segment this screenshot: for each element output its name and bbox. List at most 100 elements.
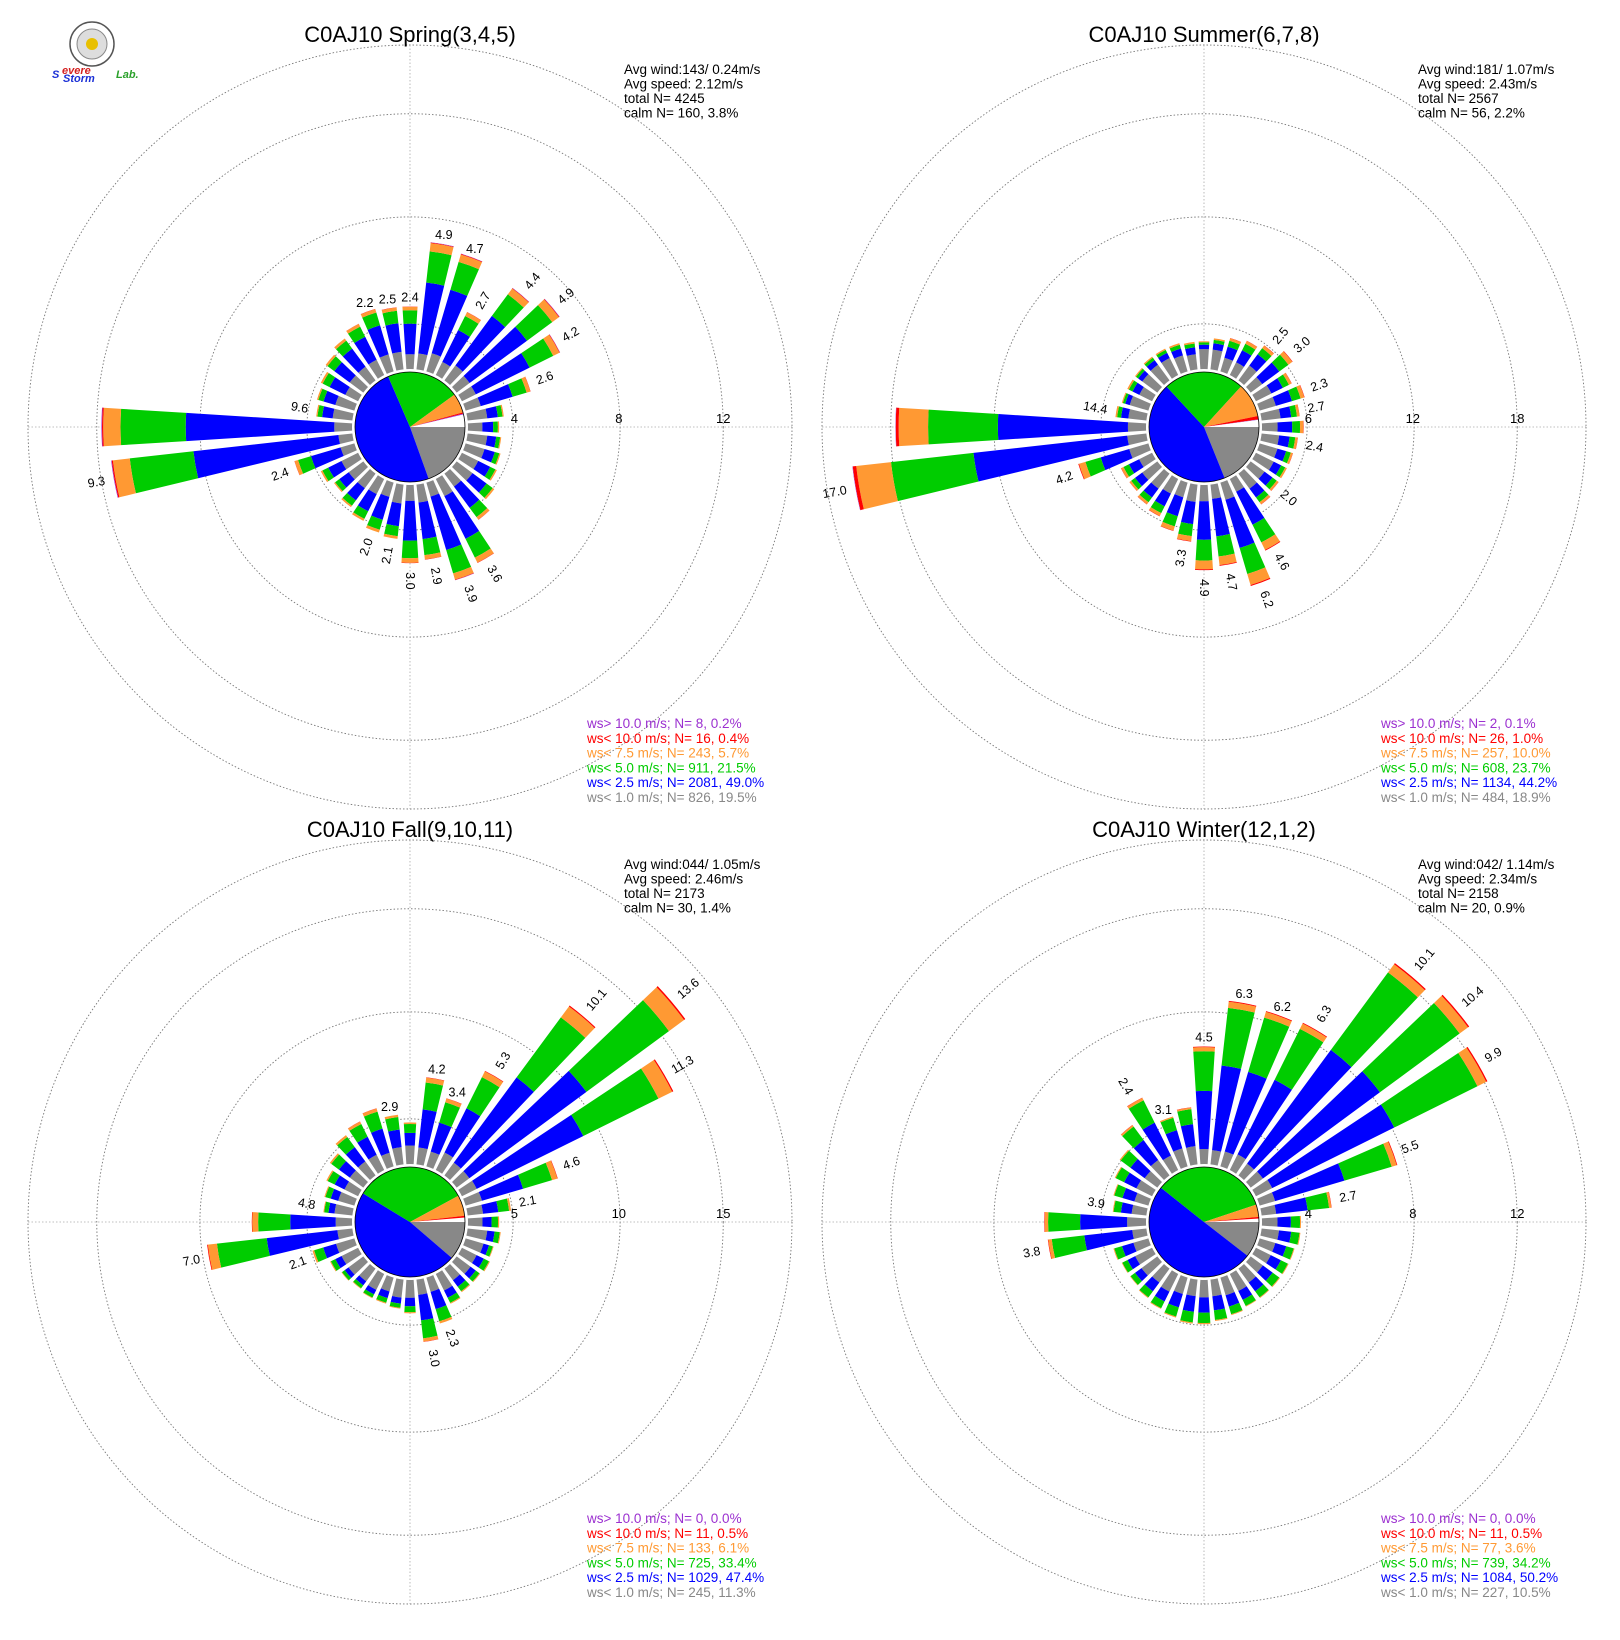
wind-bar-segment [1186, 483, 1197, 502]
wind-bar-segment [1222, 1008, 1255, 1069]
wind-bar-segment [1193, 1047, 1215, 1052]
wind-bar-segment [1260, 1205, 1276, 1216]
wind-bar-segment [403, 310, 418, 324]
wind-bar-segment [1214, 1308, 1227, 1320]
wind-bar-segment [1180, 1310, 1194, 1323]
wind-bar-segment [382, 311, 398, 326]
radial-tick-label: 10 [612, 1206, 626, 1221]
wind-bar-segment [421, 1318, 437, 1338]
wind-bar-segment [388, 1129, 401, 1148]
wind-bar-segment [1277, 1217, 1291, 1228]
bar-total-label: 2.7 [1306, 399, 1326, 416]
bar-total-label: 3.9 [461, 583, 480, 604]
legend-entry: ws< 5.0 m/s; N= 911, 21.5% [586, 760, 756, 775]
wind-bar-segment [1277, 435, 1289, 447]
wind-bar-segment [1196, 1091, 1212, 1149]
bar-total-label: 4.5 [1195, 1031, 1212, 1045]
stat-line: Avg wind:181/ 1.07m/s [1418, 62, 1555, 77]
wind-rose-panel: 4 8 124.56.36.2 6.310.110.49.95.52.73.83.92… [822, 817, 1586, 1604]
wind-bar-segment [482, 422, 493, 432]
wind-bar-segment [486, 406, 498, 418]
bar-total-label: 4.4 [522, 270, 544, 292]
stat-line: total N= 2158 [1418, 886, 1499, 901]
wind-bar-segment [1216, 534, 1234, 557]
wind-bar-segment [1127, 433, 1147, 445]
radial-tick-label: 12 [1510, 1206, 1524, 1221]
bar-total-label: 2.0 [357, 536, 376, 557]
logo-text-s: S [52, 69, 60, 81]
radial-tick-label: 8 [615, 411, 622, 426]
legend-entry: ws< 7.5 m/s; N= 243, 5.7% [586, 746, 749, 761]
wind-bar-segment [431, 1289, 447, 1309]
legend-entry: ws< 10.0 m/s; N= 16, 0.4% [586, 731, 749, 746]
wind-bar-segment [252, 1212, 258, 1232]
bar-total-label: 3.0 [426, 1348, 443, 1368]
wind-rose-panel: 5 10 154.23.45.310.1 13.611.34.62.12.33.02.… [28, 817, 792, 1604]
wind-bar-segment [416, 1147, 427, 1165]
panel-title: C0AJ10 Summer(6,7,8) [1088, 22, 1319, 47]
bar-total-label: 2.6 [534, 368, 555, 387]
wind-bar-segment [392, 483, 404, 503]
bar-total-label: 6.2 [1257, 589, 1276, 610]
wind-bar-segment [405, 1280, 415, 1298]
wind-bar-segment [402, 307, 417, 311]
wind-bar-segment [1210, 1278, 1221, 1296]
wind-bar-segment [405, 354, 414, 369]
wind-bar-segment [401, 558, 418, 563]
bar-total-label: 9.3 [87, 474, 107, 491]
bar-total-label: 2.7 [473, 289, 494, 311]
wind-bar-segment [381, 1153, 394, 1169]
legend-entry: ws> 10.0 m/s; N= 8, 0.2% [586, 716, 742, 731]
wind-bar-segment [1167, 494, 1184, 516]
wind-bar-segment [998, 414, 1128, 440]
bar-total-label: 4.7 [1223, 572, 1240, 592]
bar-total-label: 9.6 [290, 399, 310, 416]
wind-bar-segment [103, 408, 121, 447]
wind-bar-segment [1199, 485, 1208, 501]
legend-entry: ws< 5.0 m/s; N= 725, 33.4% [586, 1555, 757, 1570]
stat-line: Avg speed: 2.43m/s [1418, 77, 1537, 92]
wind-bar-segment [481, 1201, 498, 1214]
stat-line: Avg speed: 2.34m/s [1418, 872, 1537, 887]
bar-total-label: 2.3 [1309, 375, 1330, 394]
bar-total-label: 3.4 [449, 1085, 466, 1099]
wind-bar-segment [416, 353, 427, 370]
radial-tick-label: 18 [1510, 411, 1524, 426]
legend-entry: ws< 10.0 m/s; N= 26, 1.0% [1380, 731, 1543, 746]
wind-bar-segment [385, 323, 401, 353]
bar-total-label: 3.6 [484, 563, 505, 585]
stat-line: total N= 2567 [1418, 91, 1499, 106]
stat-line: Avg speed: 2.46m/s [624, 872, 743, 887]
wind-bar-segment [1199, 342, 1210, 345]
bar-total-label: 2.9 [381, 1100, 398, 1114]
wind-bar-segment [1210, 1150, 1221, 1166]
wind-bar-segment [1052, 1235, 1087, 1258]
wind-bar-segment [392, 352, 403, 371]
stat-line: Avg speed: 2.12m/s [624, 77, 743, 92]
legend-entry: ws< 7.5 m/s; N= 257, 10.0% [1380, 746, 1551, 761]
wind-bar-segment [381, 480, 394, 497]
wind-bar-segment [130, 451, 198, 493]
wind-bar-segment [405, 485, 414, 501]
wind-bar-segment [1133, 1238, 1150, 1251]
bar-total-label: 2.5 [379, 292, 396, 306]
bar-total-label: 4.2 [559, 324, 581, 345]
wind-bar-segment [1199, 349, 1209, 369]
bar-total-label: 2.9 [428, 566, 445, 586]
bar-total-label: 2.1 [379, 545, 396, 565]
panels: 4 8 122.44.94.72.74.44.94.22.63.63.92.93.0… [28, 22, 1586, 1604]
bar-total-label: 3.9 [1086, 1195, 1106, 1212]
wind-bar-segment [403, 501, 417, 541]
panel-title: C0AJ10 Fall(9,10,11) [307, 817, 513, 842]
wind-bar-segment [404, 1133, 415, 1146]
radial-tick-label: 5 [511, 1206, 518, 1221]
wind-bar-segment [1186, 1278, 1197, 1296]
wind-bar-segment [1212, 1295, 1225, 1311]
wind-bar-segment [1262, 1217, 1278, 1226]
bar-total-label: 2.3 [443, 1328, 462, 1349]
wind-bar-segment [1220, 358, 1233, 374]
wind-bar-segment [426, 1152, 439, 1169]
wind-bar-segment [1128, 422, 1146, 432]
wind-bar-segment [1128, 409, 1147, 420]
panel-title: C0AJ10 Winter(12,1,2) [1092, 817, 1316, 842]
